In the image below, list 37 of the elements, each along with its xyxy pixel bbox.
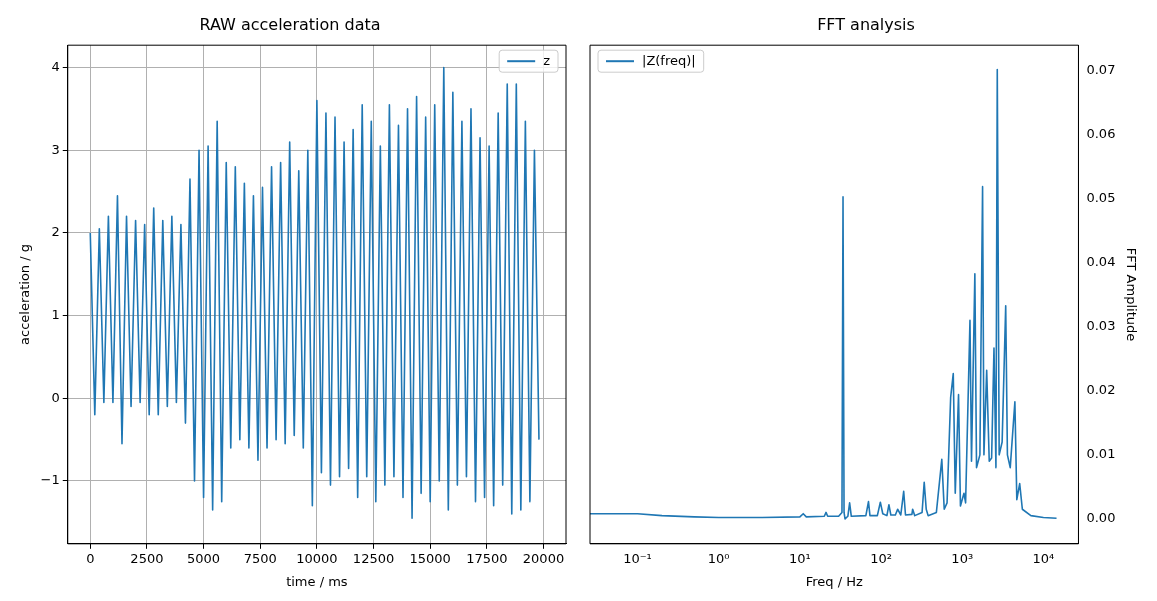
legend-label: |Z(freq)| [642,52,696,68]
y-tick-label: 4 [51,58,60,74]
x-tick-label: 20000 [522,550,565,566]
y-axis-title: acceleration / g [17,244,33,345]
x-axis-title: Freq / Hz [805,573,863,589]
legend-label: z [543,52,551,68]
x-tick-label: 5000 [187,550,221,566]
x-tick-label: 12500 [352,550,395,566]
x-tick-label: 10² [870,550,892,566]
y2-tick-label: 0.07 [1086,62,1116,78]
y2-tick-label: 0.00 [1086,510,1116,526]
x-tick-label: 0 [86,550,95,566]
x-tick-label: 17500 [466,550,508,566]
x-tick-label: 10⁰ [707,550,730,566]
y2-tick-label: 0.05 [1086,190,1116,206]
x-axis-title: time / ms [286,573,348,589]
y2-axis-title: FFT Amplitude [1123,247,1139,342]
x-tick-label: 7500 [243,550,277,566]
x-tick-label: 15000 [409,550,451,566]
y-tick-label: 3 [51,141,60,157]
x-tick-label: 10⁴ [1032,550,1055,566]
x-tick-label: 10¹ [788,550,811,566]
x-tick-label: 10⁻¹ [623,550,652,566]
y2-tick-label: 0.06 [1086,126,1116,142]
y-tick-label: 0 [51,389,60,405]
x-tick-label: 10³ [951,550,974,566]
y2-tick-label: 0.02 [1086,382,1116,398]
y2-tick-label: 0.03 [1086,318,1116,334]
y2-tick-label: 0.04 [1086,254,1116,270]
chart-title: RAW acceleration data [199,14,381,34]
y2-tick-label: 0.01 [1086,446,1116,462]
chart-title: FFT analysis [817,14,915,34]
x-tick-label: 2500 [130,550,164,566]
y-tick-label: 2 [51,224,60,240]
y-tick-label: −1 [40,472,60,488]
y-tick-label: 1 [51,306,60,322]
x-tick-label: 10000 [296,550,338,566]
